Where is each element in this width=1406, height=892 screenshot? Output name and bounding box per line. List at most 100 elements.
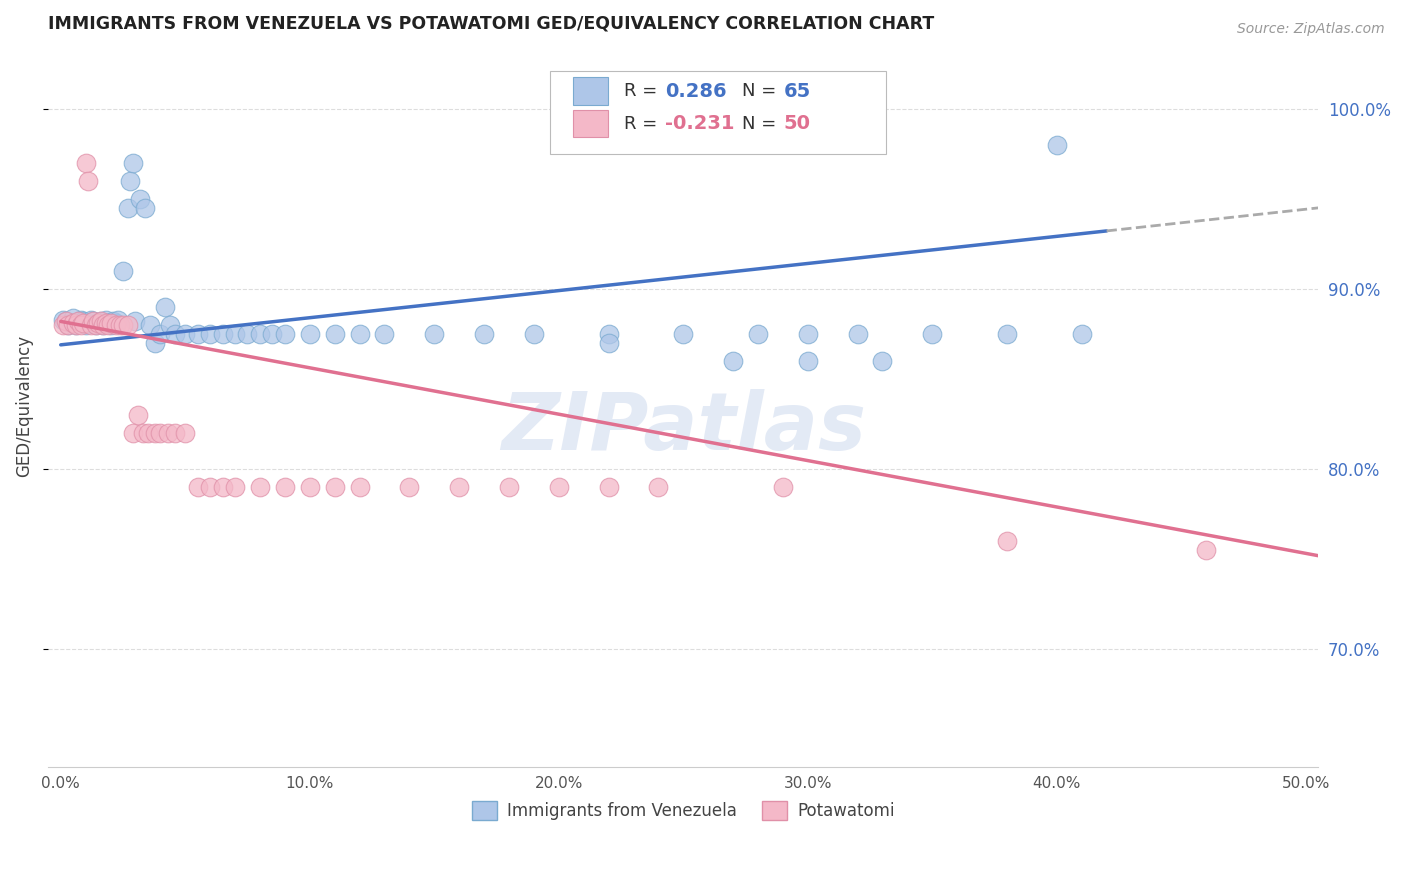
Point <box>124 314 146 328</box>
Text: 50: 50 <box>783 114 811 133</box>
Point <box>174 426 197 441</box>
Text: N =: N = <box>742 114 782 133</box>
Text: 65: 65 <box>783 81 811 101</box>
Point <box>995 326 1018 341</box>
Point <box>449 480 471 494</box>
Point <box>67 316 90 330</box>
Point <box>139 318 162 332</box>
Point <box>198 480 221 494</box>
Point <box>52 312 75 326</box>
Point <box>598 326 620 341</box>
Point <box>523 326 546 341</box>
Point <box>97 318 120 332</box>
Point <box>721 354 744 368</box>
Point <box>82 314 104 328</box>
Point <box>69 318 91 332</box>
Point <box>672 326 695 341</box>
Point <box>52 318 75 332</box>
Point <box>84 318 107 332</box>
Point <box>274 326 297 341</box>
Point <box>198 326 221 341</box>
Point <box>323 326 346 341</box>
Point <box>373 326 395 341</box>
Point <box>349 326 371 341</box>
Point <box>224 480 246 494</box>
Point <box>149 326 172 341</box>
Point <box>79 312 101 326</box>
Text: N =: N = <box>742 82 782 100</box>
Point <box>117 201 139 215</box>
Point <box>101 314 124 328</box>
Point <box>143 426 166 441</box>
Point <box>100 316 122 330</box>
Point <box>846 326 869 341</box>
Text: IMMIGRANTS FROM VENEZUELA VS POTAWATOMI GED/EQUIVALENCY CORRELATION CHART: IMMIGRANTS FROM VENEZUELA VS POTAWATOMI … <box>48 15 935 33</box>
Point <box>472 326 495 341</box>
Legend: Immigrants from Venezuela, Potawatomi: Immigrants from Venezuela, Potawatomi <box>465 794 901 827</box>
Point <box>921 326 943 341</box>
Point <box>122 426 145 441</box>
Point <box>100 318 122 332</box>
Point <box>55 314 77 328</box>
Point <box>129 192 152 206</box>
Point <box>236 326 259 341</box>
Point <box>156 426 179 441</box>
Point <box>136 426 159 441</box>
Point <box>127 408 149 422</box>
Point <box>104 318 127 332</box>
Point <box>797 354 820 368</box>
Point <box>349 480 371 494</box>
Point <box>77 316 100 330</box>
Point <box>132 426 155 441</box>
Text: R =: R = <box>624 114 662 133</box>
Point <box>84 318 107 332</box>
Point <box>104 316 127 330</box>
Point <box>262 326 284 341</box>
Point <box>498 480 520 494</box>
Point <box>224 326 246 341</box>
Point <box>62 310 84 325</box>
Point <box>111 318 134 332</box>
Point <box>58 318 80 332</box>
Point <box>111 264 134 278</box>
Point <box>110 318 132 332</box>
Point <box>87 316 110 330</box>
Point <box>155 300 177 314</box>
Point <box>995 534 1018 549</box>
Point <box>87 316 110 330</box>
Point <box>62 316 84 330</box>
Point <box>120 174 142 188</box>
Point <box>72 314 94 328</box>
Point <box>249 480 271 494</box>
Point <box>159 318 181 332</box>
Point <box>67 314 90 328</box>
Point <box>298 480 321 494</box>
Y-axis label: GED/Equivalency: GED/Equivalency <box>15 335 32 477</box>
Point <box>174 326 197 341</box>
Point <box>72 316 94 330</box>
Point <box>122 156 145 170</box>
Point <box>77 174 100 188</box>
Point <box>149 426 172 441</box>
Point <box>97 316 120 330</box>
Point <box>94 312 117 326</box>
Point <box>165 326 187 341</box>
Point <box>598 336 620 351</box>
Point <box>547 480 569 494</box>
Point <box>187 326 209 341</box>
FancyBboxPatch shape <box>572 110 609 137</box>
FancyBboxPatch shape <box>550 70 886 153</box>
Point <box>75 156 97 170</box>
Point <box>107 312 129 326</box>
Point <box>134 201 156 215</box>
Point <box>598 480 620 494</box>
Point <box>1070 326 1092 341</box>
Point <box>211 480 233 494</box>
Point <box>1046 137 1069 152</box>
Point <box>91 318 114 332</box>
Point <box>298 326 321 341</box>
Point <box>79 318 101 332</box>
Point <box>143 336 166 351</box>
Point <box>165 426 187 441</box>
Point <box>187 480 209 494</box>
